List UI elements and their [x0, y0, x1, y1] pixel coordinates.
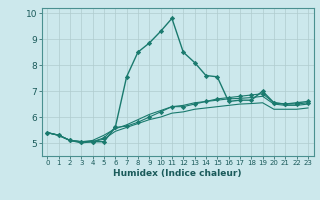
- X-axis label: Humidex (Indice chaleur): Humidex (Indice chaleur): [113, 169, 242, 178]
